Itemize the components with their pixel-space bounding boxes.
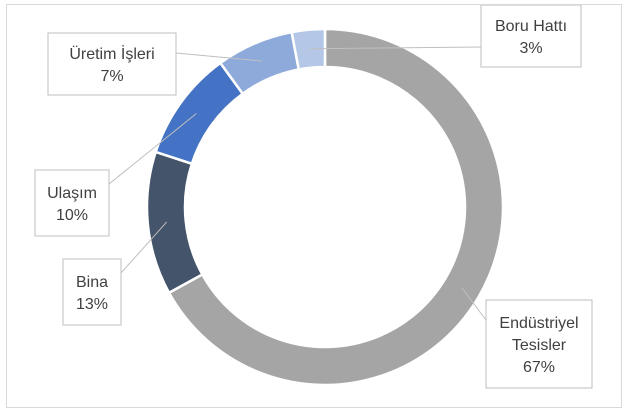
data-label-box xyxy=(34,169,110,237)
leader-line-boru-hatti xyxy=(310,46,482,50)
leader-line-uretim-isleri xyxy=(175,52,262,62)
slice-bina xyxy=(145,150,205,295)
data-label-endustriyel-tesisler: Endüstriyel Tesisler 67% xyxy=(485,299,593,389)
data-label-category: Ulaşım xyxy=(47,185,97,202)
data-label-category: Tesisler xyxy=(512,337,567,354)
data-label-box xyxy=(480,5,582,68)
data-label-value: 7% xyxy=(100,68,123,85)
data-label-box xyxy=(62,258,122,326)
leader-lines xyxy=(108,46,487,321)
data-label-category: Bina xyxy=(76,274,108,291)
leader-line-bina xyxy=(120,221,168,274)
data-label-value: 3% xyxy=(519,40,542,57)
data-label-value: 13% xyxy=(76,296,108,313)
donut-chart: Endüstriyel Tesisler 67% Bina 13% Ulaşım 10% Ür… xyxy=(34,5,593,389)
data-label-bina: Bina 13% xyxy=(62,258,122,326)
leader-line-endustriyel-tesisler xyxy=(461,287,487,321)
data-label-boru-hatti: Boru Hattı 3% xyxy=(480,5,582,68)
data-label-category: Üretim İşleri xyxy=(69,44,154,63)
data-label-box xyxy=(485,299,593,389)
data-label-uretim-isleri: Üretim İşleri 7% xyxy=(47,32,177,96)
donut-slices xyxy=(145,27,505,387)
data-label-value: 10% xyxy=(56,207,88,224)
data-label-category: Endüstriyel xyxy=(499,315,578,332)
chart-area: Endüstriyel Tesisler 67% Bina 13% Ulaşım 10% Ür… xyxy=(6,4,622,408)
data-label-ulasim: Ulaşım 10% xyxy=(34,169,110,237)
slice-boru-hatti xyxy=(290,27,327,71)
slice-endustriyel-tesisler xyxy=(167,27,505,387)
data-label-value: 67% xyxy=(523,359,555,376)
data-labels: Endüstriyel Tesisler 67% Bina 13% Ulaşım 10% Ür… xyxy=(34,5,593,389)
leader-line-ulasim xyxy=(108,113,197,185)
data-label-category: Boru Hattı xyxy=(495,18,567,35)
data-label-box xyxy=(47,32,177,96)
